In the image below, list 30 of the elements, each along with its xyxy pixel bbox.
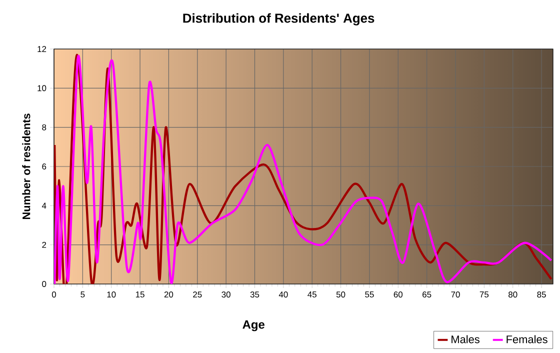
x-tick-label: 80 bbox=[508, 292, 518, 298]
y-tick-label: 4 bbox=[42, 202, 46, 209]
x-tick-label: 50 bbox=[336, 292, 346, 298]
y-tick-label: 10 bbox=[38, 85, 46, 92]
x-tick-label: 25 bbox=[193, 292, 202, 298]
x-tick-label: 85 bbox=[537, 292, 546, 298]
y-tick-label: 8 bbox=[42, 124, 46, 130]
x-tick-label: 20 bbox=[164, 292, 174, 298]
legend-label: Males bbox=[452, 335, 480, 344]
x-tick-label: 40 bbox=[278, 292, 288, 298]
y-tick-label: 6 bbox=[42, 164, 46, 170]
x-tick-label: 55 bbox=[365, 292, 374, 298]
x-tick-label: 0 bbox=[52, 292, 56, 298]
x-tick-label: 65 bbox=[422, 292, 432, 298]
x-tick-label: 75 bbox=[480, 292, 489, 298]
y-tick-label: 2 bbox=[42, 242, 46, 248]
chart-title: Distribution of Residents' Ages bbox=[183, 13, 374, 26]
x-tick-label: 15 bbox=[136, 292, 144, 298]
x-tick-label: 30 bbox=[222, 292, 230, 298]
y-tick-label: 12 bbox=[38, 46, 46, 52]
x-axis-title: Age bbox=[242, 320, 264, 332]
x-tick-label: 10 bbox=[107, 292, 116, 298]
x-tick-label: 35 bbox=[250, 292, 260, 298]
x-tick-label: 70 bbox=[451, 292, 460, 298]
legend-label: Females bbox=[506, 335, 548, 344]
x-tick-label: 45 bbox=[308, 292, 316, 298]
y-axis-title: Number of residents bbox=[22, 114, 30, 220]
y-tick-label: 0 bbox=[42, 281, 46, 287]
x-tick-label: 60 bbox=[394, 292, 403, 298]
x-tick-label: 5 bbox=[80, 292, 85, 298]
